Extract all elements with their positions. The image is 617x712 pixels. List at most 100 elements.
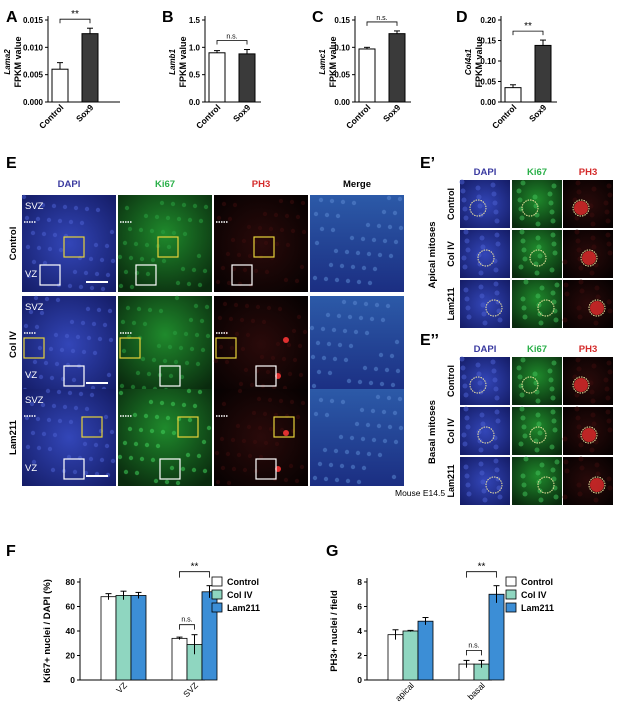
- y-axis-label: Lamb1FPKM value: [168, 36, 188, 87]
- channel-header-ph3: PH3: [579, 167, 597, 178]
- micrograph-tile: [460, 457, 510, 505]
- gene-name: Lamc1: [318, 49, 327, 75]
- panel-letter-c: C: [312, 9, 324, 26]
- row-label-col-iv: Col IV: [8, 330, 19, 358]
- y-tick-label: 60: [66, 602, 76, 612]
- nucleus-outline: [580, 249, 598, 267]
- nucleus-outline: [572, 199, 590, 217]
- significance-label: **: [478, 562, 486, 573]
- legend-label: Lam211: [227, 603, 260, 613]
- ylabel-suffix: FPKM value: [178, 36, 188, 87]
- channel-header-ph3: PH3: [252, 179, 270, 190]
- bar-control: [171, 637, 188, 681]
- micrograph-tile: [459, 356, 510, 405]
- y-tick-label: 0.20: [480, 16, 496, 25]
- bar-control: [100, 596, 117, 681]
- panel-e-double-prime: E’’ DAPI Ki67 PH3 Basal mitoses Control Col I…: [420, 332, 613, 505]
- nucleus-outline: [529, 426, 547, 444]
- y-axis-label: Col4a1FPKM value: [464, 36, 484, 87]
- y-tick-label: 1.5: [189, 16, 201, 25]
- inset-box-svz: [119, 337, 141, 359]
- inset-box-svz: [63, 236, 85, 258]
- panel-letter-d: D: [456, 9, 468, 26]
- y-tick-label: 0: [70, 675, 75, 685]
- channel-header-dapi: DAPI: [58, 179, 81, 190]
- inset-box-svz: [23, 337, 45, 359]
- inset-box-vz: [63, 458, 85, 480]
- bar-col-iv: [115, 595, 132, 681]
- micrograph-tile: [512, 180, 562, 228]
- micrograph-tile: [512, 229, 562, 278]
- micrograph-tile: [563, 357, 613, 405]
- y-tick-label: 0.10: [334, 43, 350, 52]
- significance-bracket: [216, 40, 248, 45]
- bar-sox9: [534, 44, 552, 103]
- panel-e-prime: E’ DAPI Ki67 PH3 Apical mitoses Control Col I…: [420, 155, 613, 328]
- zone-label-svz: SVZ: [25, 201, 44, 212]
- channel-header-merge: Merge: [343, 179, 371, 190]
- inset-box-svz: [177, 416, 199, 438]
- zone-label-vz: VZ: [25, 370, 37, 381]
- micrograph-tile: [512, 279, 562, 328]
- micrograph-tile: SVZ VZ: [22, 295, 116, 393]
- micrograph-tile: [563, 180, 613, 228]
- panel-letter-e-double-prime: E’’: [420, 332, 439, 349]
- inset-box-vz: [255, 458, 277, 480]
- bar-sox9: [238, 53, 256, 103]
- legend-label: Col IV: [521, 590, 547, 600]
- x-tick-label: Sox9: [381, 102, 403, 124]
- bar-control: [208, 52, 226, 103]
- nucleus-outline: [521, 376, 539, 394]
- nucleus-outline: [537, 299, 555, 317]
- nucleus-outline: [537, 476, 555, 494]
- micrograph-tile: [310, 195, 404, 292]
- micrograph-tile: [214, 195, 308, 292]
- inset-box-svz: [157, 236, 179, 258]
- x-tick-label: Sox9: [231, 102, 253, 124]
- row-label-lam211: Lam211: [446, 464, 456, 497]
- micrograph-tile: [310, 389, 404, 486]
- nucleus-outline: [588, 299, 606, 317]
- significance-label: n.s.: [376, 15, 387, 22]
- bar-control: [51, 68, 69, 103]
- bar-col-iv: [402, 630, 419, 681]
- y-tick-label: 0.15: [480, 37, 496, 46]
- x-tick-label: SVZ: [181, 680, 200, 699]
- significance-bracket: [466, 571, 497, 578]
- row-label-lam211: Lam211: [8, 419, 19, 455]
- inset-box-vz: [159, 458, 181, 480]
- y-tick-label: 8: [357, 577, 362, 587]
- y-tick-label: 0.00: [334, 98, 350, 107]
- chart-f: F Ki67+ nuclei / DAPI (%) 0 20 40 60 80 VZ SVZ **…: [6, 543, 260, 699]
- panel-letter-b: B: [162, 9, 174, 26]
- significance-bracket: [466, 650, 482, 656]
- significance-bracket: [179, 571, 210, 578]
- inset-box-svz: [81, 416, 103, 438]
- inset-box-vz: [135, 264, 157, 286]
- panel-letter-g: G: [326, 543, 338, 560]
- y-tick-label: 0.00: [480, 98, 496, 107]
- y-tick-label: 0.05: [480, 78, 496, 87]
- zone-label-vz: VZ: [25, 463, 37, 474]
- micrograph-tile: [460, 229, 510, 278]
- micrograph-tile: [213, 296, 308, 393]
- nucleus-outline: [529, 249, 547, 267]
- nucleus-outline: [485, 476, 503, 494]
- significance-bracket: [512, 30, 544, 36]
- micrograph-tile: [562, 406, 613, 455]
- y-tick-label: 2: [357, 651, 362, 661]
- side-label: Apical mitoses: [427, 221, 438, 288]
- legend-swatch: [211, 576, 223, 587]
- inset-box-svz: [253, 236, 275, 258]
- gene-name: Lamb1: [168, 49, 177, 75]
- zone-label-svz: SVZ: [25, 395, 44, 406]
- ylabel-suffix: FPKM value: [13, 36, 23, 87]
- bar-lam211: [488, 593, 505, 681]
- nucleus-outline: [469, 376, 487, 394]
- y-tick-label: 1.0: [189, 43, 201, 52]
- micrograph-tile: [118, 295, 212, 393]
- significance-bracket: [366, 21, 398, 26]
- gene-name: Lama2: [3, 49, 12, 75]
